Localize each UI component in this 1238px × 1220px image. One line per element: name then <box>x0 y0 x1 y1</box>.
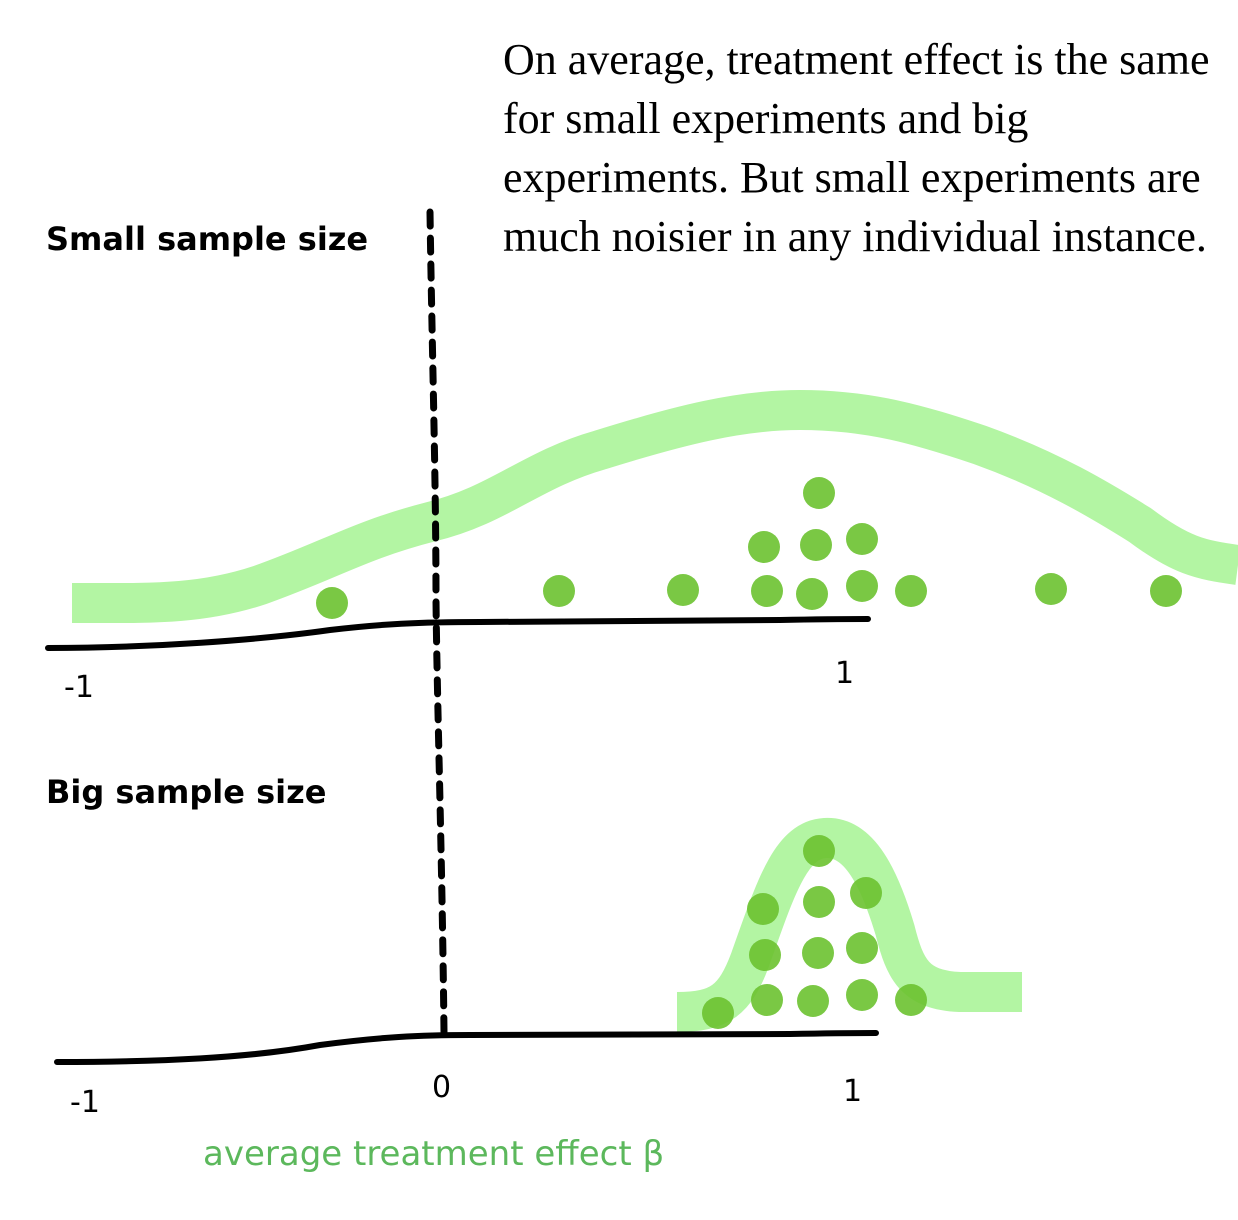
big-sample-dot <box>702 997 734 1029</box>
small-sample-dot <box>846 570 878 602</box>
small-sample-dot <box>1035 573 1067 605</box>
small-sample-dot <box>846 523 878 555</box>
small-sample-tick-minus-one: -1 <box>64 670 94 705</box>
small-sample-dot <box>895 575 927 607</box>
big-sample-dots <box>702 835 927 1029</box>
small-sample-axis-line <box>45 616 871 651</box>
small-sample-dot <box>1150 575 1182 607</box>
big-sample-dot <box>797 985 829 1017</box>
big-sample-title: Big sample size <box>46 773 327 811</box>
small-sample-dot <box>800 529 832 561</box>
big-sample-dot <box>895 984 927 1016</box>
small-sample-distribution-curve <box>71 389 1238 624</box>
small-sample-dot <box>751 575 783 607</box>
big-sample-dot <box>850 877 882 909</box>
small-sample-dots <box>316 477 1182 619</box>
big-sample-tick-minus-one: -1 <box>70 1085 100 1120</box>
big-sample-dot <box>749 939 781 971</box>
small-sample-dot <box>316 587 348 619</box>
axis-caption: average treatment effect β <box>203 1134 665 1174</box>
small-sample-title: Small sample size <box>46 220 369 258</box>
small-sample-dot <box>543 575 575 607</box>
big-sample-dot <box>747 893 779 925</box>
big-sample-dot <box>751 984 783 1016</box>
big-sample-tick-one: 1 <box>843 1074 863 1109</box>
big-sample-dot <box>802 937 834 969</box>
small-sample-tick-one: 1 <box>835 656 855 691</box>
big-sample-dot <box>803 886 835 918</box>
small-sample-dot <box>803 477 835 509</box>
big-sample-tick-zero: 0 <box>432 1070 452 1105</box>
small-sample-dot <box>748 531 780 563</box>
small-sample-dot <box>796 578 828 610</box>
big-sample-dot <box>846 979 878 1011</box>
small-sample-dot <box>667 574 699 606</box>
zero-reference-dashed-line <box>426 208 448 1036</box>
big-sample-dot <box>803 835 835 867</box>
big-sample-axis-line <box>54 1030 879 1065</box>
annotation-text: On average, treatment effect is the same… <box>503 35 1210 261</box>
big-sample-dot <box>846 932 878 964</box>
